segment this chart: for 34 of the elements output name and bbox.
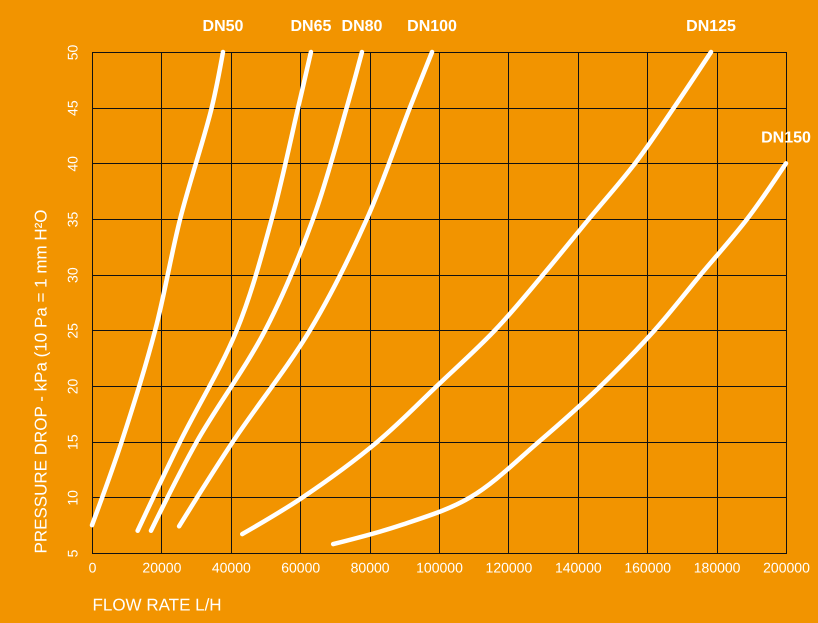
x-axis-title: FLOW RATE L/H [92, 596, 222, 614]
line-series [330, 161, 788, 546]
x-tick-label: 180000 [694, 560, 741, 576]
y-tick-label: 50 [64, 44, 80, 60]
series-label: DN80 [342, 18, 383, 35]
x-tick-label: 120000 [486, 560, 532, 576]
y-tick-label: 20 [64, 378, 80, 394]
series-label: DN65 [290, 18, 332, 35]
y-tick-label: 30 [64, 267, 80, 283]
line-series [90, 50, 226, 528]
y-tick-label: 25 [64, 322, 80, 339]
line-series [176, 50, 434, 529]
line-series [148, 50, 364, 533]
x-tick-label: 60000 [281, 560, 320, 576]
series-label: DN125 [686, 18, 736, 35]
series-label: DN100 [407, 18, 458, 35]
y-tick-label: 5 [64, 549, 80, 558]
line-series [135, 50, 314, 533]
y-tick-label: 40 [64, 156, 80, 172]
series-label: DN50 [202, 18, 244, 35]
y-tick-label: 35 [64, 212, 80, 228]
x-tick-label: 40000 [212, 560, 251, 576]
y-tick-label: 45 [64, 100, 80, 116]
x-tick-label: 0 [88, 560, 97, 576]
x-tick-label: 80000 [350, 560, 390, 576]
x-tick-label: 160000 [624, 560, 672, 576]
x-tick-label: 100000 [416, 560, 464, 576]
x-tick-label: 20000 [142, 560, 182, 576]
y-tick-label: 10 [64, 490, 80, 506]
y-axis-title: PRESSURE DROP - kPa (10 Pa = 1 mm H²O [32, 209, 50, 554]
y-tick-label: 15 [64, 434, 80, 450]
x-tick-label: 140000 [554, 560, 602, 576]
line-series [240, 50, 714, 536]
x-tick-label: 200000 [763, 560, 810, 576]
